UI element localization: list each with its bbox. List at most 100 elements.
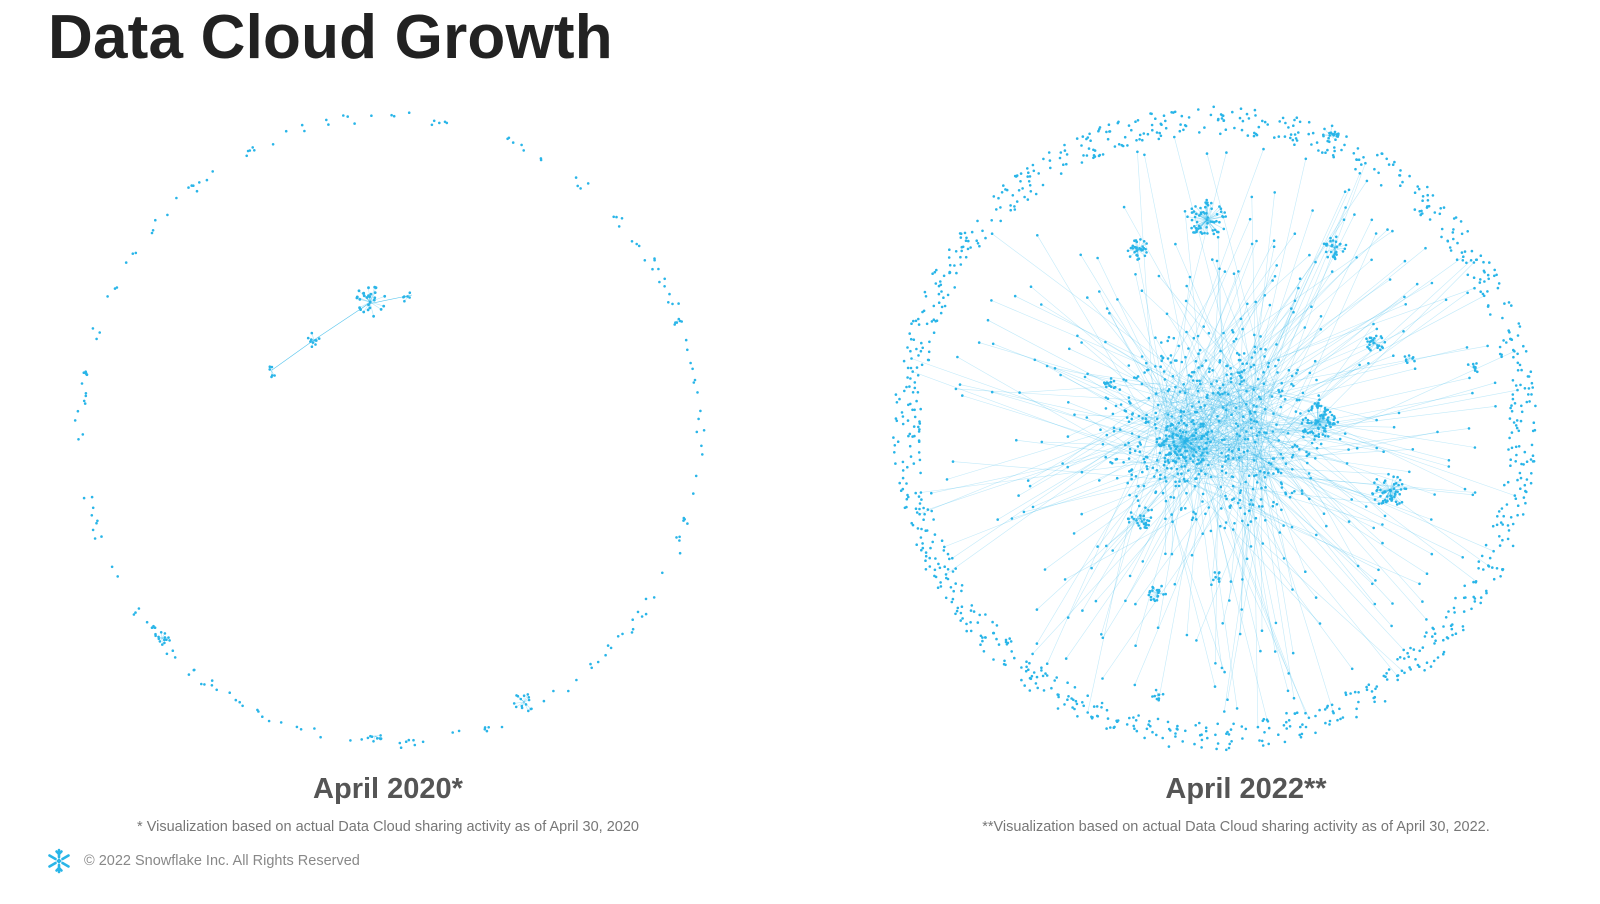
- core-node: [1233, 522, 1236, 525]
- periphery-node: [976, 242, 980, 245]
- periphery-node: [640, 615, 644, 618]
- cluster-node: [369, 292, 373, 296]
- network-node: [1260, 486, 1263, 490]
- cluster-node: [1397, 483, 1400, 487]
- cluster-node: [1322, 426, 1325, 430]
- cluster-node: [1142, 514, 1146, 518]
- core-node: [1109, 460, 1112, 464]
- network-node: [1067, 401, 1070, 404]
- cluster-node: [1306, 418, 1310, 422]
- periphery-node: [451, 731, 455, 734]
- network-edge: [1170, 441, 1186, 449]
- periphery-node: [1451, 623, 1454, 626]
- periphery-node: [1407, 655, 1410, 659]
- periphery-node: [1261, 744, 1265, 747]
- cluster-node: [1133, 239, 1136, 242]
- periphery-node: [928, 340, 931, 344]
- network-node: [1250, 195, 1254, 199]
- network-edge: [1196, 469, 1267, 641]
- network-node: [1112, 430, 1116, 433]
- core-node: [1140, 382, 1144, 386]
- periphery-node: [542, 699, 546, 703]
- core-node: [1204, 359, 1208, 362]
- network-node: [1330, 270, 1334, 273]
- cluster-node: [310, 338, 313, 341]
- network-node: [1169, 354, 1173, 357]
- network-node: [1245, 403, 1248, 406]
- periphery-node: [106, 295, 109, 298]
- network-edge: [1182, 432, 1186, 443]
- periphery-node: [487, 726, 491, 729]
- network-edge: [1225, 388, 1228, 462]
- network-edge: [1037, 235, 1158, 438]
- periphery-node: [1531, 454, 1535, 458]
- periphery-node: [928, 556, 931, 560]
- periphery-node: [1135, 139, 1138, 142]
- core-node: [1127, 420, 1131, 424]
- network-edge: [1374, 336, 1382, 344]
- periphery-node: [1194, 724, 1197, 727]
- cluster-node: [1205, 226, 1208, 229]
- cluster-node: [1343, 247, 1347, 251]
- network-edge: [1256, 262, 1475, 483]
- network-edge: [1237, 377, 1248, 559]
- periphery-node: [1442, 625, 1445, 628]
- core-node: [1154, 491, 1157, 495]
- cluster-node: [1199, 226, 1202, 230]
- core-node: [1201, 364, 1204, 368]
- cluster-node: [1155, 599, 1159, 602]
- core-node: [1229, 366, 1232, 370]
- network-edge: [1323, 243, 1336, 249]
- periphery-node: [1081, 701, 1084, 704]
- network-edge: [1255, 479, 1376, 581]
- network-edge: [1251, 196, 1257, 423]
- core-node: [1186, 439, 1189, 442]
- periphery-node: [346, 115, 350, 118]
- network-edge: [1158, 260, 1406, 462]
- network-node: [1167, 388, 1171, 391]
- network-edge: [1334, 244, 1347, 249]
- cluster-node: [1413, 359, 1416, 363]
- network-edge: [1243, 445, 1349, 450]
- network-node: [1205, 152, 1209, 155]
- core-node: [1290, 456, 1294, 459]
- network-edge: [1156, 233, 1296, 426]
- cluster-node: [406, 295, 409, 298]
- network-node: [1101, 636, 1105, 640]
- network-node: [1256, 725, 1260, 729]
- core-node: [1177, 457, 1181, 460]
- periphery-node: [1240, 128, 1244, 132]
- periphery-node: [1229, 728, 1233, 731]
- periphery-node: [1472, 276, 1476, 279]
- network-edge: [1317, 405, 1320, 423]
- cluster-node: [1149, 598, 1153, 602]
- cluster-node: [1327, 416, 1330, 419]
- network-edge: [987, 319, 1260, 464]
- periphery-node: [1472, 580, 1475, 584]
- periphery-node: [190, 184, 193, 187]
- network-edge: [1173, 219, 1345, 461]
- network-node: [1226, 698, 1229, 701]
- periphery-node: [80, 382, 84, 385]
- network-edge: [944, 462, 1159, 548]
- periphery-node: [1203, 126, 1206, 129]
- periphery-node: [1231, 110, 1234, 114]
- periphery-node: [940, 290, 943, 293]
- network-node: [1343, 432, 1347, 435]
- cluster-node: [1371, 492, 1374, 495]
- periphery-node: [1151, 730, 1154, 734]
- periphery-node: [667, 301, 670, 304]
- network-edge: [1208, 466, 1222, 488]
- network-node: [1286, 689, 1290, 693]
- network-node: [1246, 449, 1249, 453]
- periphery-node: [1328, 134, 1331, 137]
- network-edge: [1250, 364, 1360, 461]
- periphery-node: [1164, 119, 1167, 123]
- network-node: [1345, 462, 1349, 465]
- periphery-node: [909, 337, 913, 341]
- network-node: [1135, 249, 1138, 253]
- periphery-node: [1356, 147, 1360, 150]
- core-node: [1274, 364, 1277, 368]
- network-edge: [1302, 419, 1319, 423]
- periphery-node: [1479, 596, 1483, 599]
